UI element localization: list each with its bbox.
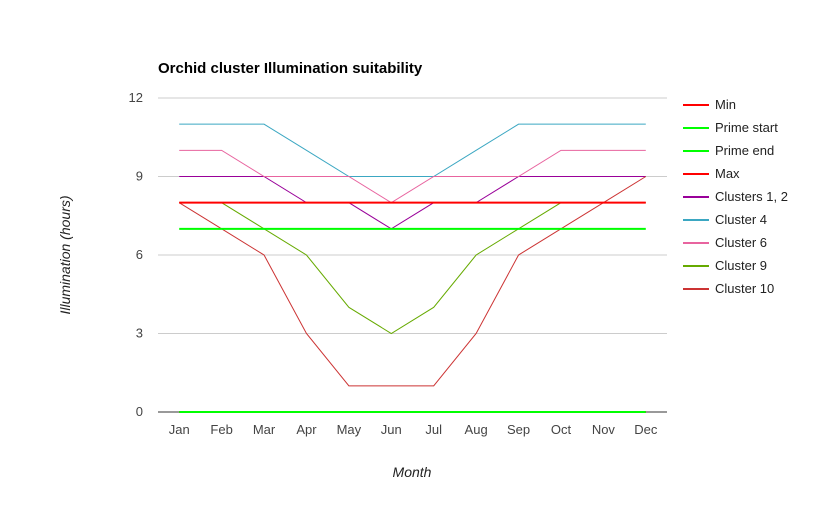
legend-item-prime-end[interactable]: Prime end	[683, 143, 774, 158]
series-line-cluster-9	[179, 202, 646, 335]
x-tick-label: Sep	[507, 422, 530, 437]
x-tick-label: Jul	[425, 422, 442, 437]
x-tick-label: Nov	[592, 422, 616, 437]
legend-item-max[interactable]: Max	[683, 166, 740, 181]
legend-label: Min	[715, 97, 736, 112]
y-tick-label: 0	[136, 404, 143, 419]
legend[interactable]: Min Prime start Prime end Max Clusters 1, 2 C…	[683, 97, 788, 296]
y-axis-title: Illumination (hours)	[57, 195, 73, 314]
x-tick-label: Jun	[381, 422, 402, 437]
x-tick-label: Aug	[465, 422, 488, 437]
x-axis-ticks: Jan Feb Mar Apr May Jun Jul Aug Sep Oct Nov Dec	[169, 422, 658, 437]
x-tick-label: Apr	[296, 422, 317, 437]
x-axis-title: Month	[393, 464, 432, 480]
y-tick-label: 12	[129, 90, 143, 105]
legend-item-prime-start[interactable]: Prime start	[683, 120, 778, 135]
x-tick-label: Mar	[253, 422, 276, 437]
legend-label: Cluster 9	[715, 258, 767, 273]
y-tick-label: 6	[136, 247, 143, 262]
x-tick-label: Oct	[551, 422, 572, 437]
legend-item-cluster-6[interactable]: Cluster 6	[683, 235, 767, 250]
legend-label: Cluster 6	[715, 235, 767, 250]
x-tick-label: Feb	[210, 422, 232, 437]
legend-label: Prime start	[715, 120, 778, 135]
legend-label: Cluster 10	[715, 281, 774, 296]
legend-item-cluster-10[interactable]: Cluster 10	[683, 281, 774, 296]
legend-label: Max	[715, 166, 740, 181]
chart-title: Orchid cluster Illumination suitability	[158, 60, 423, 77]
legend-item-min[interactable]: Min	[683, 97, 736, 112]
series-lines	[178, 123, 647, 413]
series-line-clusters-1-2	[179, 176, 646, 230]
series-line-cluster-6	[179, 149, 646, 204]
series-line-cluster-4	[179, 123, 646, 177]
legend-label: Prime end	[715, 143, 774, 158]
x-tick-label: Jan	[169, 422, 190, 437]
legend-item-cluster-9[interactable]: Cluster 9	[683, 258, 767, 273]
legend-label: Clusters 1, 2	[715, 189, 788, 204]
legend-item-clusters-1-2[interactable]: Clusters 1, 2	[683, 189, 788, 204]
x-tick-label: Dec	[634, 422, 658, 437]
y-tick-label: 9	[136, 169, 143, 184]
legend-label: Cluster 4	[715, 212, 767, 227]
legend-item-cluster-4[interactable]: Cluster 4	[683, 212, 767, 227]
series-line-cluster-10	[178, 176, 647, 387]
y-axis-ticks: 0 3 6 9 12	[129, 90, 143, 419]
y-tick-label: 3	[136, 326, 143, 341]
x-tick-label: May	[337, 422, 362, 437]
